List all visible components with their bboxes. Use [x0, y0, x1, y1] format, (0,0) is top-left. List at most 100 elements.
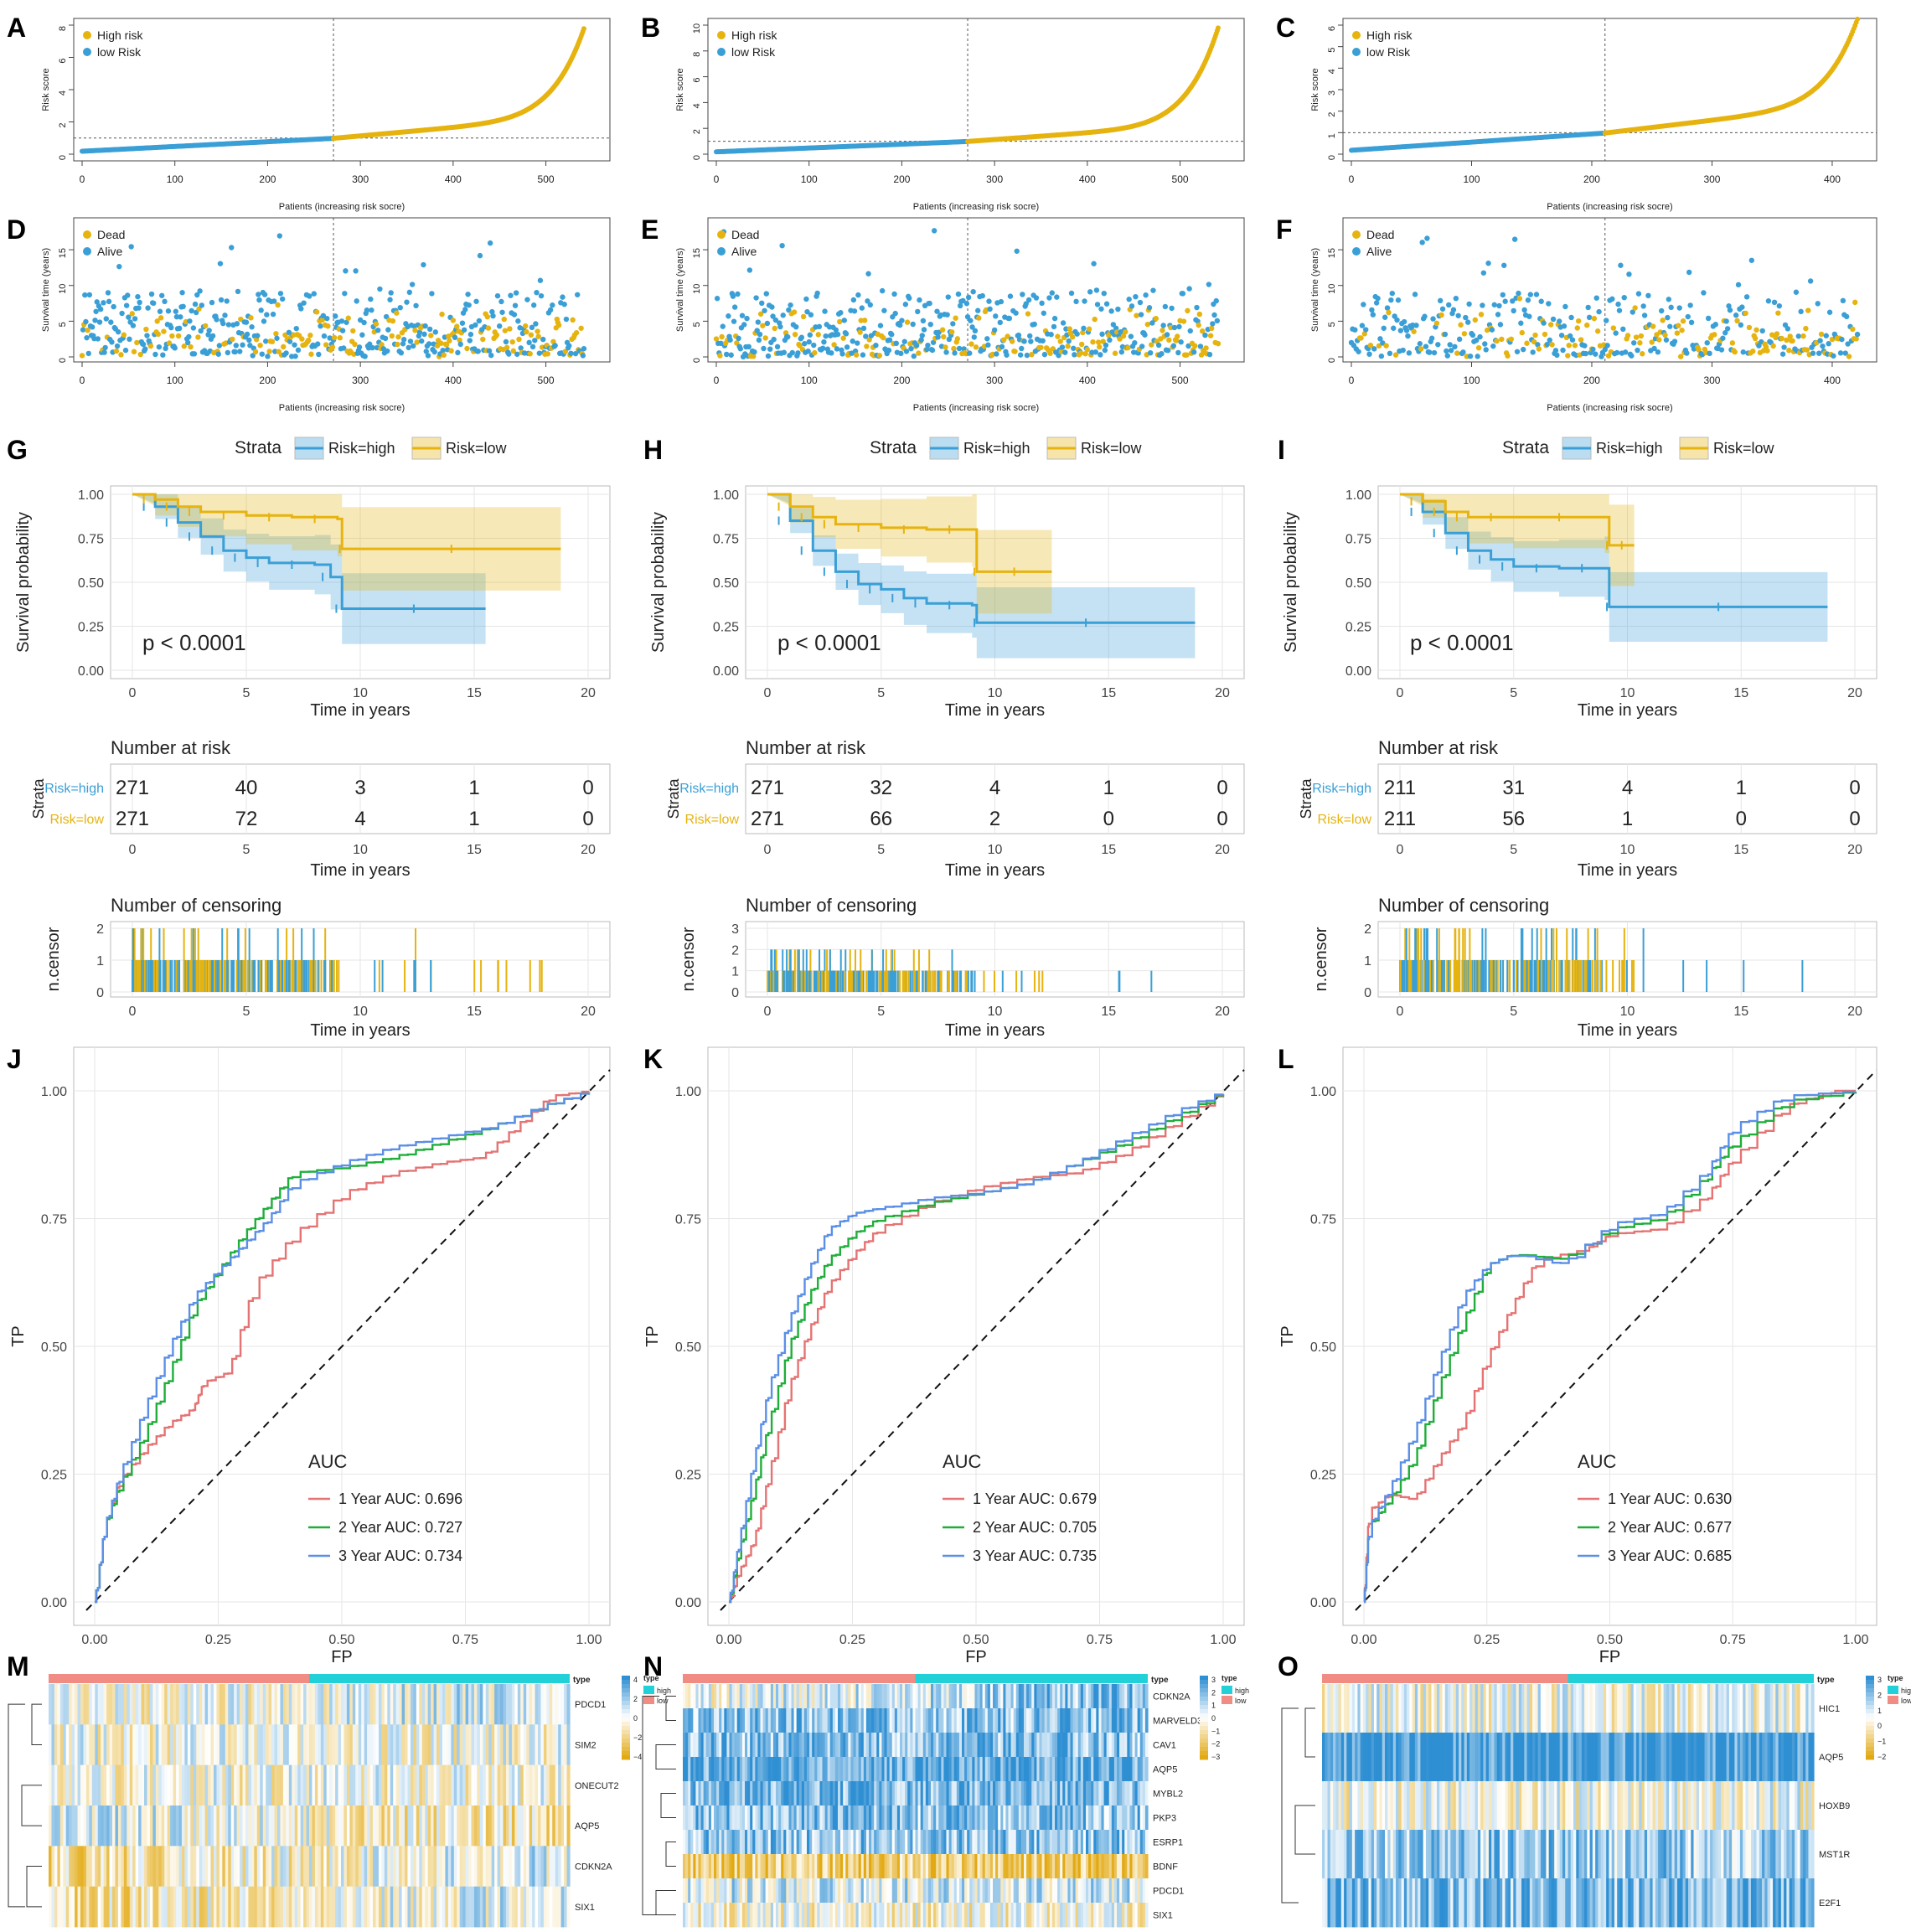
survival-point: [163, 345, 168, 352]
y-tick-label: 0.50: [78, 576, 104, 591]
survival-point: [1478, 312, 1485, 318]
survival-point: [547, 307, 554, 313]
survival-point: [1753, 327, 1759, 333]
heatmap-cell: [439, 1684, 443, 1725]
survival-point: [512, 302, 519, 308]
heatmap-cell: [341, 1684, 345, 1725]
survival-point: [881, 307, 887, 313]
heatmap-cell: [167, 1724, 171, 1766]
heatmap-cell: [523, 1724, 527, 1766]
survival-point: [908, 345, 914, 352]
heatmap-cell: [329, 1724, 333, 1766]
survival-point: [185, 339, 191, 346]
x-tick-label: 400: [1079, 375, 1096, 386]
heatmap-cell: [367, 1684, 371, 1725]
survival-point: [1546, 301, 1552, 307]
survival-point: [462, 307, 468, 313]
heatmap-cell: [401, 1724, 405, 1766]
y-tick-label: 0.75: [1345, 533, 1371, 547]
y-tick-label: 1.00: [41, 1085, 67, 1099]
heatmap-cell: [552, 1724, 556, 1766]
survival-point: [275, 302, 281, 308]
survival-point: [504, 344, 510, 351]
survival-point: [143, 326, 149, 333]
survival-point: [975, 307, 981, 313]
x-axis-label: FP: [965, 1648, 987, 1666]
survival-point: [257, 342, 263, 349]
heatmap-cell: [83, 1684, 87, 1725]
survival-point: [419, 338, 425, 344]
heatmap-cell: [552, 1684, 556, 1725]
heatmap-cell: [442, 1724, 447, 1766]
heatmap-cell: [63, 1724, 67, 1766]
heatmap-cell: [369, 1724, 374, 1766]
survival-point: [1645, 292, 1651, 299]
survival-point: [1467, 353, 1474, 359]
heatmap-cell: [204, 1724, 209, 1766]
survival-point: [282, 332, 288, 338]
survival-point: [1401, 318, 1407, 325]
heatmap-cell: [158, 1724, 163, 1766]
survival-point: [333, 313, 338, 319]
x-axis-label: Time in years: [945, 1021, 1045, 1040]
survival-point: [793, 323, 799, 330]
survival-point: [970, 288, 976, 295]
heatmap-cell: [234, 1764, 238, 1806]
survival-point: [121, 332, 127, 338]
survival-point: [953, 315, 958, 321]
survival-point: [528, 332, 535, 338]
survival-point: [523, 323, 529, 329]
gene-label: SIM2: [575, 1741, 597, 1751]
panel-letter: I: [1278, 435, 1285, 465]
x-tick-label: 10: [988, 686, 1003, 700]
heatmap-cell: [184, 1724, 189, 1766]
survival-point: [389, 333, 395, 339]
heatmap-cell: [117, 1684, 121, 1725]
auc-legend-label: 3 Year AUC: 0.685: [1608, 1547, 1732, 1564]
survival-point: [1609, 296, 1615, 302]
survival-point: [1444, 353, 1450, 359]
heatmap-cell: [83, 1764, 87, 1806]
y-tick-label: 0.00: [675, 1596, 701, 1610]
heatmap-cell: [329, 1764, 333, 1806]
survival-point: [188, 344, 194, 350]
heatmap-cell: [106, 1724, 111, 1766]
survival-point: [1516, 290, 1521, 297]
survival-point: [891, 291, 897, 297]
heatmap-cell: [216, 1764, 220, 1806]
auc-legend-label: 2 Year AUC: 0.677: [1608, 1519, 1732, 1536]
survival-point: [407, 338, 414, 344]
heatmap-cell: [399, 1724, 403, 1766]
survival-point: [159, 292, 165, 298]
heatmap-cell: [369, 1684, 374, 1725]
survival-point: [109, 339, 115, 345]
y-tick-label: 1: [1327, 133, 1337, 138]
heatmap-cell: [196, 1684, 200, 1725]
heatmap-cell: [532, 1724, 536, 1766]
survival-point: [1786, 348, 1792, 354]
survival-point: [1779, 335, 1784, 342]
p-value: p < 0.0001: [777, 630, 881, 655]
risk-table-row-label-low: Risk=low: [1318, 813, 1372, 827]
heatmap-cell: [341, 1724, 345, 1766]
survival-point: [342, 291, 348, 297]
heatmap-cell: [236, 1724, 240, 1766]
heatmap-cell: [147, 1724, 151, 1766]
auc-legend-label: 3 Year AUC: 0.735: [973, 1547, 1097, 1564]
panel-letter: C: [1276, 13, 1295, 43]
auc-legend-title: AUC: [308, 1451, 348, 1472]
survival-point: [1485, 261, 1491, 266]
survival-point: [1027, 333, 1033, 339]
heatmap-cell: [51, 1764, 55, 1806]
y-tick-label: 0.00: [1345, 664, 1371, 679]
x-tick-label: 5: [877, 843, 885, 857]
survival-point: [465, 292, 471, 297]
heatmap-cell: [517, 1724, 521, 1766]
panel-letter: J: [7, 1044, 22, 1074]
survival-point: [1724, 326, 1731, 332]
x-tick-label: 10: [353, 843, 368, 857]
risk-table-row-label-low: Risk=low: [50, 813, 105, 827]
heatmap-cell: [63, 1684, 67, 1725]
survival-point: [487, 240, 493, 246]
y-tick-label: 0: [1327, 155, 1337, 160]
